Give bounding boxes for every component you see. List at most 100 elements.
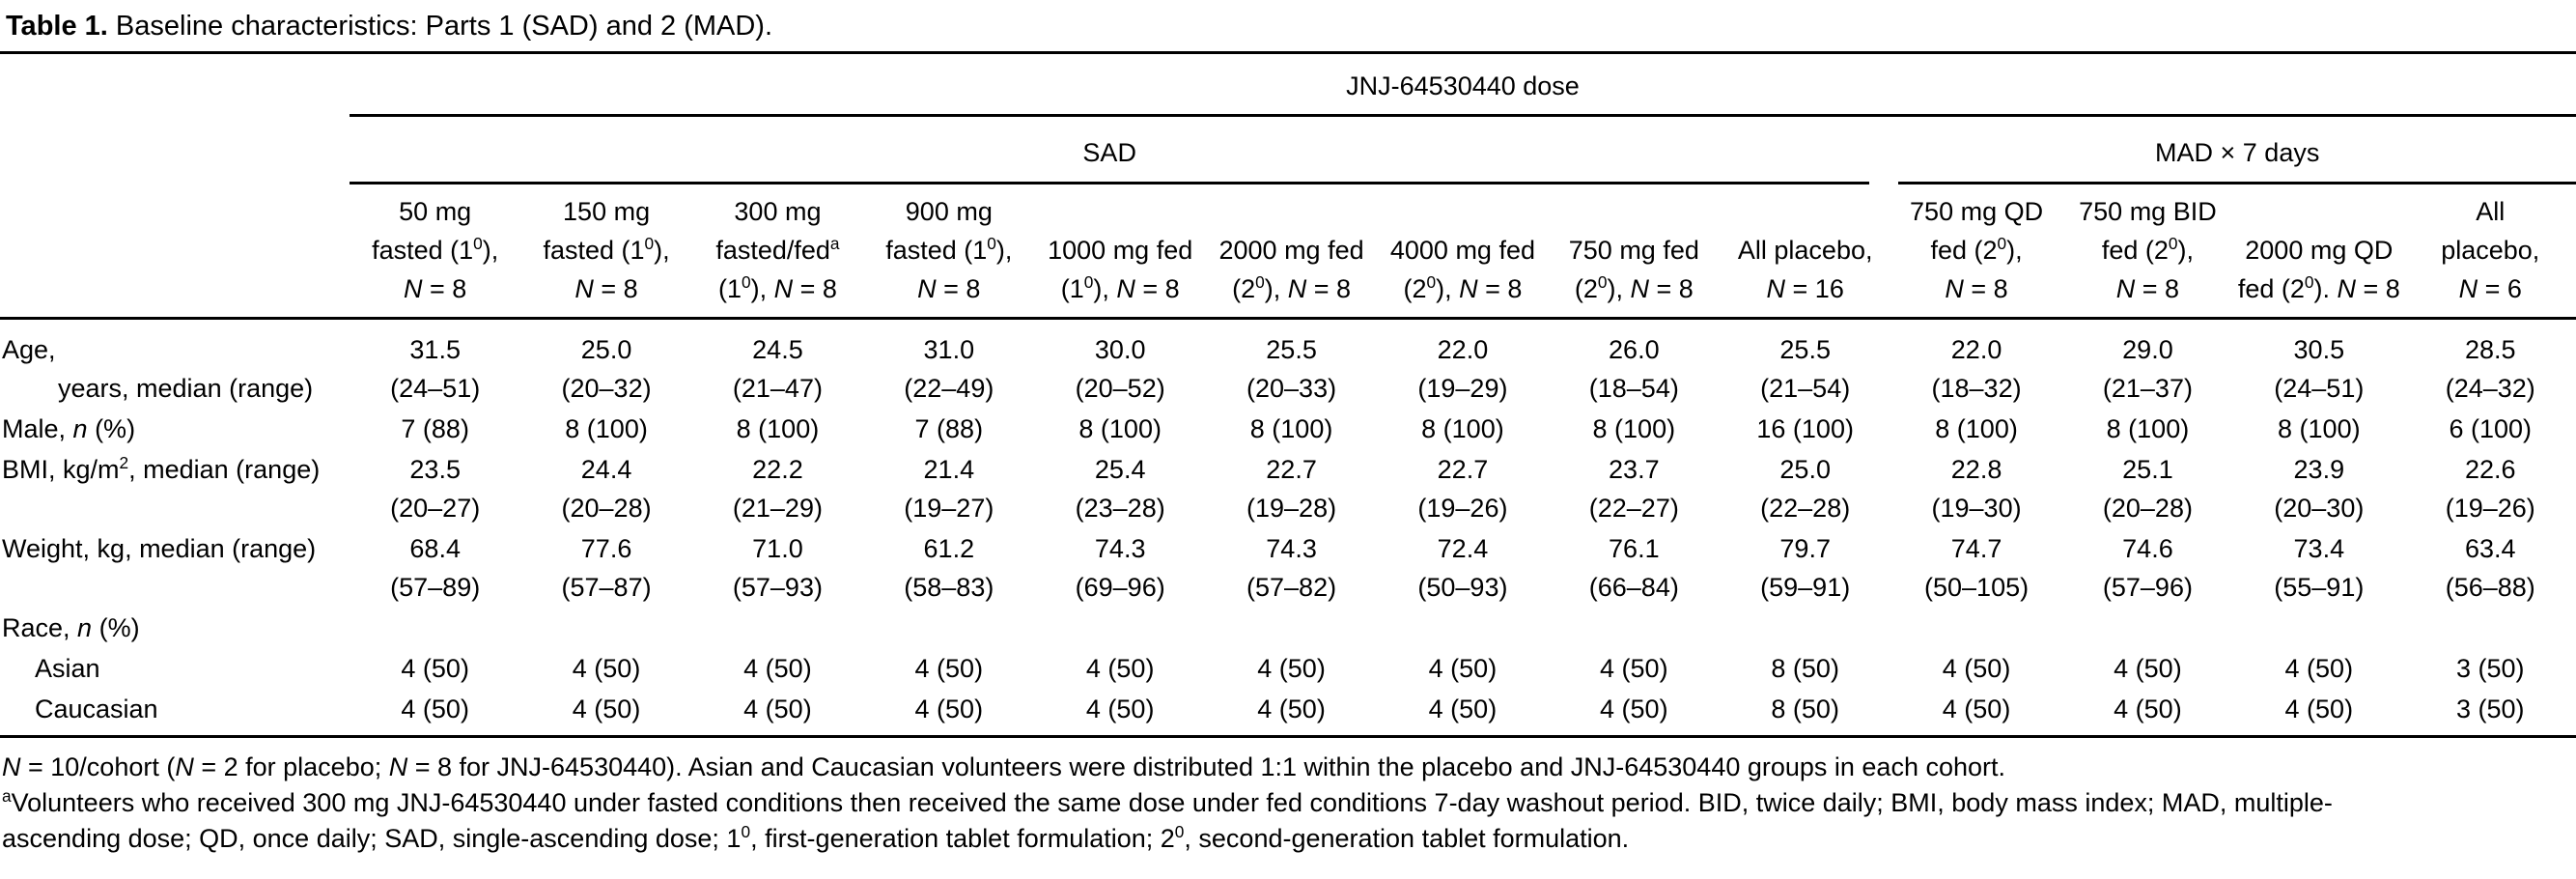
cell-range: (57–96)	[2102, 573, 2193, 602]
footnote-line: aVolunteers who received 300 mg JNJ-6453…	[2, 786, 2333, 817]
data-cell: 23.7 (22–27)	[1549, 449, 1720, 528]
data-cell	[1890, 608, 2061, 648]
cell-value: 4 (50)	[572, 654, 641, 683]
mad-section-cell: MAD × 7 days	[1890, 116, 2576, 184]
data-cell: 4 (50)	[691, 689, 864, 738]
cell-value: 63.4	[2464, 534, 2516, 563]
column-header: 750 mg QD fed (20), N = 8	[1890, 184, 2062, 320]
column-header: All placebo, N = 6	[2404, 184, 2576, 320]
cell-value: 77.6	[580, 534, 632, 563]
cell-range: (19–28)	[1246, 494, 1337, 523]
cell-value: 22.2	[752, 455, 803, 484]
data-cell: 31.5 (24–51)	[350, 319, 520, 410]
cell-range: (23–28)	[1075, 494, 1165, 523]
data-cell: 7 (88)	[350, 409, 520, 449]
cell-value: 72.4	[1437, 534, 1489, 563]
cell-value: 23.5	[409, 455, 461, 484]
column-header-line: 2000 mg fed	[1218, 236, 1364, 265]
column-header: 150 mg fasted (10), N = 8	[520, 184, 692, 320]
row-label-line: Asian	[35, 654, 100, 683]
data-cell: 4 (50)	[350, 648, 520, 689]
cell-value: 25.0	[580, 335, 632, 364]
column-header-line: fasted/feda	[715, 234, 840, 265]
cell-value: 74.7	[1950, 534, 2002, 563]
cell-range: (20–27)	[390, 494, 481, 523]
table-row: Asian 4 (50) 4 (50) 4 (50) 4 (50) 4 (50) 4 (50…	[0, 648, 2576, 689]
table-row: Age, years, median (range) 31.5 (24–51) 25.0…	[0, 319, 2576, 410]
data-cell: 74.3 (69–96)	[1035, 528, 1206, 608]
cell-range: (20–52)	[1075, 374, 1165, 403]
cell-value: 24.4	[580, 455, 632, 484]
cell-value: 4 (50)	[914, 695, 984, 723]
table-row: Weight, kg, median (range) 68.4 (57–89) 77.…	[0, 528, 2576, 608]
data-cell: 25.5 (21–54)	[1720, 319, 1890, 410]
column-header-line: 300 mg	[734, 197, 822, 226]
cell-value: 4 (50)	[401, 695, 469, 723]
table-row: Caucasian 4 (50) 4 (50) 4 (50) 4 (50) 4 (50) 4…	[0, 689, 2576, 738]
cell-value: 8 (100)	[1078, 414, 1162, 443]
data-cell: 30.0 (20–52)	[1035, 319, 1206, 410]
column-header-line: 150 mg	[563, 197, 651, 226]
cell-value: 22.7	[1266, 455, 1317, 484]
data-cell	[520, 608, 691, 648]
cell-range: (20–32)	[561, 374, 652, 403]
page: Table 1. Baseline characteristics: Parts…	[0, 0, 2576, 853]
cell-range: (19–30)	[1931, 494, 2022, 523]
data-cell: 4 (50)	[350, 689, 521, 738]
cell-range: (18–54)	[1588, 374, 1679, 403]
data-cell: 8 (50)	[1720, 689, 1891, 738]
column-header-line: fasted (10),	[543, 234, 670, 265]
data-cell: 4 (50)	[2061, 689, 2234, 738]
cell-value: 25.4	[1094, 455, 1146, 484]
cell-value: 4 (50)	[2284, 654, 2354, 683]
row-label: Male, n (%)	[0, 409, 350, 449]
data-cell: 4 (50)	[1034, 689, 1206, 738]
group-header-row: JNJ-64530440 dose	[0, 52, 2576, 117]
cell-value: 8 (100)	[1935, 414, 2018, 443]
cell-range: (59–91)	[1760, 573, 1851, 602]
data-cell: 25.5 (20–33)	[1206, 319, 1377, 410]
cell-value: 8 (50)	[1771, 654, 1839, 683]
row-label-line: BMI, kg/m2, median (range)	[2, 453, 321, 484]
sad-section-label: SAD	[350, 117, 1870, 184]
data-cell: 23.5 (20–27)	[350, 449, 520, 528]
column-header-line: 1000 mg fed	[1048, 236, 1193, 265]
data-cell	[863, 608, 1034, 648]
column-header-line: fed (20),	[2101, 234, 2195, 265]
data-cell: 8 (50)	[1720, 648, 1890, 689]
row-label-line: Age,	[2, 335, 56, 364]
column-header-line: (10), N = 8	[1060, 272, 1180, 303]
cell-range: (57–93)	[732, 573, 823, 602]
cell-value: 25.1	[2122, 455, 2173, 484]
cell-value: 23.7	[1609, 455, 1660, 484]
data-cell: 25.1 (20–28)	[2062, 449, 2233, 528]
column-header-line: 750 mg fed	[1568, 236, 1699, 265]
cell-value: 4 (50)	[1428, 695, 1498, 723]
cell-range: (55–91)	[2274, 573, 2365, 602]
stub-cell	[0, 53, 350, 116]
data-cell: 72.4 (50–93)	[1377, 528, 1548, 608]
data-cell: 7 (88)	[863, 409, 1034, 449]
data-cell: 29.0 (21–37)	[2062, 319, 2233, 410]
data-cell: 25.0 (20–32)	[520, 319, 691, 410]
column-header-line: N = 16	[1766, 274, 1844, 303]
data-cell: 4 (50)	[1548, 689, 1720, 738]
row-label: Caucasian	[0, 689, 350, 738]
column-header: All placebo, N = 16	[1720, 184, 1891, 320]
cell-range: (22–28)	[1760, 494, 1851, 523]
cell-value: 16 (100)	[1756, 414, 1854, 443]
data-cell: 22.6 (19–26)	[2405, 449, 2576, 528]
cell-range: (66–84)	[1588, 573, 1679, 602]
row-label: Asian	[0, 648, 350, 689]
data-cell: 22.2 (21–29)	[692, 449, 863, 528]
column-header: 750 mg BID fed (20), N = 8	[2061, 184, 2234, 320]
table-caption: Table 1. Baseline characteristics: Parts…	[0, 0, 2576, 51]
cell-value: 74.3	[1266, 534, 1317, 563]
data-cell: 8 (100)	[1890, 409, 2061, 449]
cell-range: (58–83)	[904, 573, 994, 602]
stub-cell	[0, 116, 350, 185]
data-cell: 25.4 (23–28)	[1035, 449, 1206, 528]
cell-value: 8 (100)	[1249, 414, 1333, 443]
cell-value: 8 (100)	[2278, 414, 2361, 443]
column-header: 4000 mg fed (20), N = 8	[1377, 184, 1549, 320]
